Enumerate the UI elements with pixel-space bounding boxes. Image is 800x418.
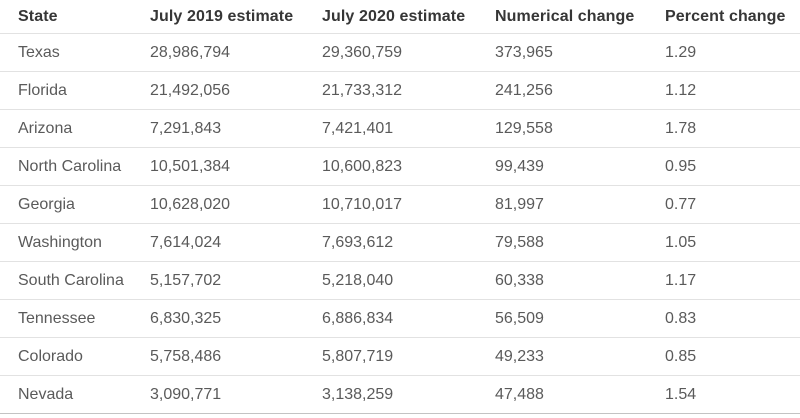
cell-july-2020-estimate: 6,886,834	[304, 299, 477, 338]
cell-numerical-change: 49,233	[477, 337, 647, 376]
cell-state: Colorado	[0, 337, 132, 376]
cell-july-2020-estimate: 7,693,612	[304, 223, 477, 262]
cell-percent-change: 1.17	[647, 261, 800, 300]
table-row: Florida 21,492,056 21,733,312 241,256 1.12	[0, 71, 800, 110]
table-row: South Carolina 5,157,702 5,218,040 60,338 1.…	[0, 261, 800, 300]
table-body: Texas 28,986,794 29,360,759 373,965 1.29 Flor…	[0, 33, 800, 414]
table-row: Nevada 3,090,771 3,138,259 47,488 1.54	[0, 375, 800, 414]
cell-july-2020-estimate: 21,733,312	[304, 71, 477, 110]
column-header-state: State	[0, 0, 132, 34]
cell-july-2019-estimate: 5,758,486	[132, 337, 304, 376]
cell-numerical-change: 241,256	[477, 71, 647, 110]
cell-percent-change: 0.83	[647, 299, 800, 338]
cell-state: North Carolina	[0, 147, 132, 186]
cell-july-2019-estimate: 5,157,702	[132, 261, 304, 300]
cell-july-2020-estimate: 29,360,759	[304, 33, 477, 72]
cell-percent-change: 0.85	[647, 337, 800, 376]
table-row: Georgia 10,628,020 10,710,017 81,997 0.77	[0, 185, 800, 224]
cell-percent-change: 0.95	[647, 147, 800, 186]
cell-state: Tennessee	[0, 299, 132, 338]
cell-state: Florida	[0, 71, 132, 110]
table-row: Washington 7,614,024 7,693,612 79,588 1.05	[0, 223, 800, 262]
cell-numerical-change: 79,588	[477, 223, 647, 262]
cell-state: Texas	[0, 33, 132, 72]
table-header-row: State July 2019 estimate July 2020 estimat…	[0, 0, 800, 34]
cell-state: Nevada	[0, 375, 132, 414]
cell-july-2019-estimate: 6,830,325	[132, 299, 304, 338]
cell-numerical-change: 373,965	[477, 33, 647, 72]
cell-percent-change: 1.12	[647, 71, 800, 110]
table-row: Tennessee 6,830,325 6,886,834 56,509 0.83	[0, 299, 800, 338]
cell-state: South Carolina	[0, 261, 132, 300]
cell-percent-change: 1.54	[647, 375, 800, 414]
cell-july-2020-estimate: 7,421,401	[304, 109, 477, 148]
table-row: Colorado 5,758,486 5,807,719 49,233 0.85	[0, 337, 800, 376]
cell-july-2019-estimate: 21,492,056	[132, 71, 304, 110]
cell-numerical-change: 129,558	[477, 109, 647, 148]
column-header-percent-change: Percent change	[647, 0, 800, 34]
column-header-numerical-change: Numerical change	[477, 0, 647, 34]
cell-percent-change: 1.29	[647, 33, 800, 72]
cell-july-2019-estimate: 10,628,020	[132, 185, 304, 224]
cell-july-2020-estimate: 5,807,719	[304, 337, 477, 376]
cell-state: Arizona	[0, 109, 132, 148]
cell-numerical-change: 47,488	[477, 375, 647, 414]
column-header-july-2019-estimate: July 2019 estimate	[132, 0, 304, 34]
table-row: North Carolina 10,501,384 10,600,823 99,439…	[0, 147, 800, 186]
cell-percent-change: 0.77	[647, 185, 800, 224]
column-header-july-2020-estimate: July 2020 estimate	[304, 0, 477, 34]
cell-july-2020-estimate: 10,710,017	[304, 185, 477, 224]
cell-july-2020-estimate: 3,138,259	[304, 375, 477, 414]
cell-july-2019-estimate: 3,090,771	[132, 375, 304, 414]
cell-july-2019-estimate: 7,291,843	[132, 109, 304, 148]
cell-state: Georgia	[0, 185, 132, 224]
cell-july-2019-estimate: 28,986,794	[132, 33, 304, 72]
cell-percent-change: 1.78	[647, 109, 800, 148]
cell-numerical-change: 99,439	[477, 147, 647, 186]
table-row: Arizona 7,291,843 7,421,401 129,558 1.78	[0, 109, 800, 148]
cell-july-2020-estimate: 10,600,823	[304, 147, 477, 186]
cell-july-2019-estimate: 10,501,384	[132, 147, 304, 186]
cell-numerical-change: 60,338	[477, 261, 647, 300]
cell-numerical-change: 56,509	[477, 299, 647, 338]
cell-numerical-change: 81,997	[477, 185, 647, 224]
cell-percent-change: 1.05	[647, 223, 800, 262]
cell-state: Washington	[0, 223, 132, 262]
table-header: State July 2019 estimate July 2020 estimat…	[0, 0, 800, 34]
table-row: Texas 28,986,794 29,360,759 373,965 1.29	[0, 33, 800, 72]
cell-july-2020-estimate: 5,218,040	[304, 261, 477, 300]
cell-july-2019-estimate: 7,614,024	[132, 223, 304, 262]
